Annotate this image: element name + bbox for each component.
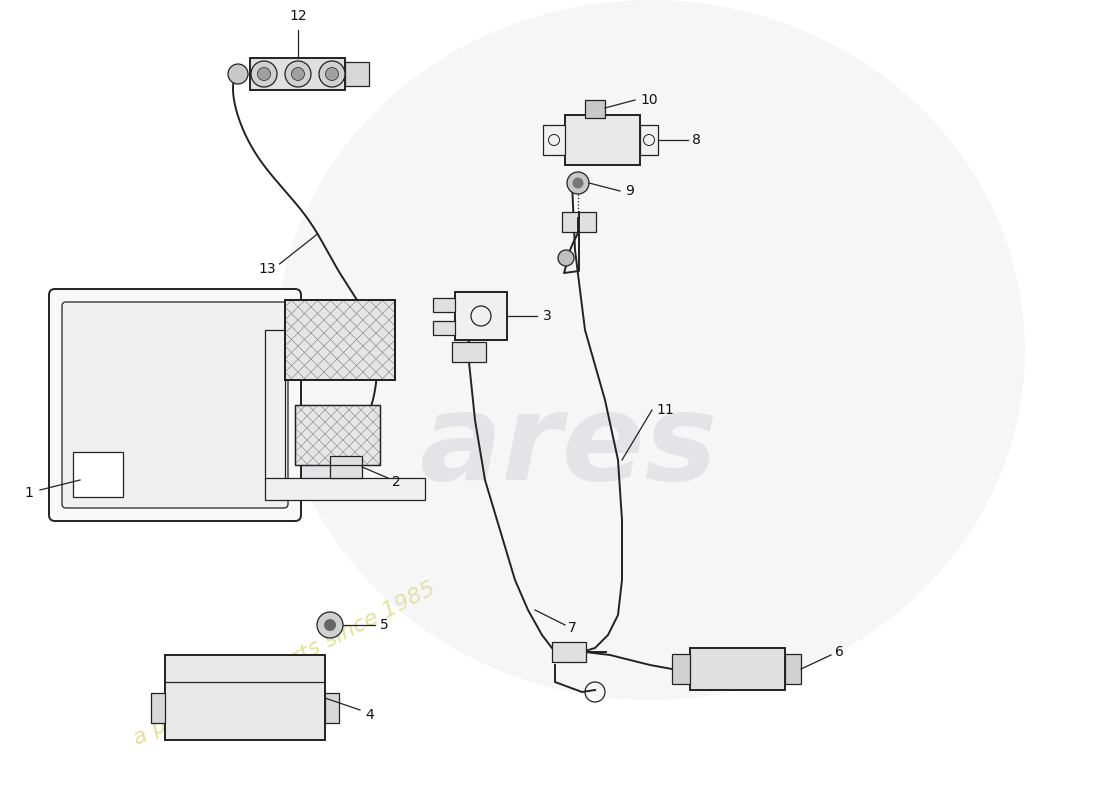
Text: ares: ares <box>420 388 718 505</box>
FancyBboxPatch shape <box>672 654 690 684</box>
Text: 5: 5 <box>379 618 388 632</box>
FancyBboxPatch shape <box>552 642 586 662</box>
Circle shape <box>319 61 345 87</box>
FancyBboxPatch shape <box>62 302 288 508</box>
FancyBboxPatch shape <box>151 694 165 723</box>
Text: a passion for parts since 1985: a passion for parts since 1985 <box>130 578 439 749</box>
FancyBboxPatch shape <box>295 405 380 465</box>
FancyBboxPatch shape <box>785 654 801 684</box>
Text: euro: euro <box>50 388 364 505</box>
FancyBboxPatch shape <box>330 456 362 478</box>
Text: 6: 6 <box>835 645 844 659</box>
Text: 13: 13 <box>258 262 276 276</box>
Text: 7: 7 <box>568 621 576 635</box>
Circle shape <box>292 67 305 81</box>
Circle shape <box>324 619 336 631</box>
Polygon shape <box>265 330 285 480</box>
FancyBboxPatch shape <box>433 298 455 312</box>
Circle shape <box>566 172 588 194</box>
FancyBboxPatch shape <box>452 342 486 362</box>
FancyBboxPatch shape <box>543 125 565 155</box>
Circle shape <box>558 250 574 266</box>
Text: 4: 4 <box>365 708 374 722</box>
Text: 11: 11 <box>656 403 673 417</box>
FancyBboxPatch shape <box>455 292 507 340</box>
Circle shape <box>285 61 311 87</box>
FancyBboxPatch shape <box>562 212 596 232</box>
Ellipse shape <box>275 0 1025 700</box>
Circle shape <box>572 178 583 189</box>
Polygon shape <box>265 478 425 500</box>
FancyBboxPatch shape <box>690 648 785 690</box>
Circle shape <box>228 64 248 84</box>
Circle shape <box>251 61 277 87</box>
Circle shape <box>326 67 339 81</box>
FancyBboxPatch shape <box>73 452 123 497</box>
FancyBboxPatch shape <box>324 694 339 723</box>
FancyBboxPatch shape <box>585 100 605 118</box>
FancyBboxPatch shape <box>165 655 324 740</box>
FancyBboxPatch shape <box>250 58 345 90</box>
Text: 3: 3 <box>543 309 552 323</box>
Text: 10: 10 <box>640 93 658 107</box>
Text: 12: 12 <box>289 9 307 23</box>
FancyBboxPatch shape <box>433 321 455 335</box>
FancyBboxPatch shape <box>50 289 301 521</box>
FancyBboxPatch shape <box>565 115 640 165</box>
Text: 9: 9 <box>625 184 634 198</box>
FancyBboxPatch shape <box>640 125 658 155</box>
Circle shape <box>257 67 271 81</box>
Text: 1: 1 <box>24 486 33 500</box>
Text: 2: 2 <box>392 475 400 489</box>
Circle shape <box>317 612 343 638</box>
FancyBboxPatch shape <box>285 300 395 380</box>
FancyBboxPatch shape <box>345 62 368 86</box>
Text: 8: 8 <box>692 133 701 147</box>
